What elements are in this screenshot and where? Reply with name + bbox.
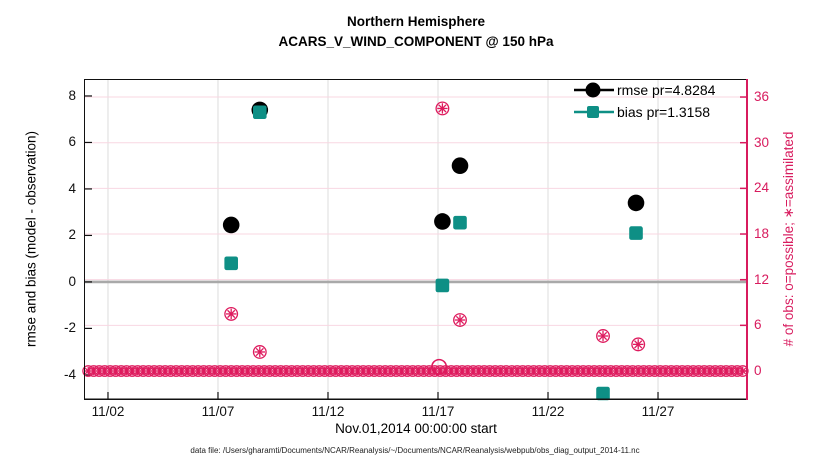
y-tick-label-right: 12 — [754, 271, 770, 287]
bias-marker — [629, 226, 643, 240]
legend: rmse pr=4.8284 bias pr=1.3158 — [574, 79, 715, 123]
obs-count-marker — [255, 347, 264, 357]
x-tick-label: 11/22 — [531, 404, 565, 419]
obs-count-marker — [455, 315, 465, 325]
obs-count-marker — [453, 313, 467, 327]
bias-marker — [453, 215, 467, 230]
bias-marker — [596, 386, 610, 401]
obs-zero-band-marker — [739, 367, 747, 375]
obs-zero-band-marker — [736, 365, 749, 377]
bias-marker — [435, 278, 450, 293]
obs-count-marker — [631, 337, 646, 352]
filled-square-icon — [574, 106, 614, 118]
rmse-marker — [627, 194, 645, 212]
y-tick-label-left: 4 — [68, 180, 76, 196]
y-tick-label-left: 2 — [68, 227, 76, 243]
chart-title-line2: ACARS_V_WIND_COMPONENT @ 150 hPa — [278, 34, 554, 49]
rmse-marker — [222, 216, 240, 234]
bias-marker — [224, 256, 238, 271]
y-tick-label-right: 0 — [754, 363, 762, 378]
obs-count-marker — [227, 309, 236, 319]
plot-area — [82, 79, 749, 401]
obs-count-marker — [596, 329, 610, 343]
obs-count-marker — [598, 331, 608, 341]
rmse-marker — [451, 157, 469, 175]
bias-marker — [252, 105, 267, 120]
data-file-caption: data file: /Users/gharamti/Documents/NCA… — [190, 446, 640, 455]
y-tick-label-left: 6 — [68, 134, 76, 150]
y-tick-label-left: -2 — [63, 320, 76, 336]
chart-title-line1: Northern Hemisphere — [346, 14, 486, 29]
legend-item-bias: bias pr=1.3158 — [574, 101, 715, 123]
legend-label: bias pr=1.3158 — [617, 104, 711, 120]
chart-title: Northern Hemisphere ACARS_V_WIND_COMPONE… — [84, 12, 748, 52]
x-tick-label: 11/12 — [311, 404, 345, 419]
y-tick-label-left: 8 — [68, 87, 76, 103]
y-tick-label-left: 0 — [68, 273, 76, 289]
obs-count-marker — [224, 306, 239, 321]
legend-label: rmse pr=4.8284 — [617, 82, 716, 98]
obs-count-marker — [252, 345, 267, 359]
obs-count-marker — [634, 340, 643, 349]
legend-item-rmse: rmse pr=4.8284 — [574, 79, 715, 101]
obs-count-marker — [438, 104, 447, 113]
rmse-marker — [434, 213, 451, 230]
x-tick-label: 11/02 — [91, 404, 125, 419]
plot-canvas — [82, 79, 749, 401]
obs-count-marker — [435, 101, 450, 116]
y-tick-label-right: 24 — [754, 180, 770, 196]
y-tick-label-right: 6 — [754, 317, 762, 333]
x-tick-label: 11/27 — [641, 404, 675, 419]
y-tick-label-right: 18 — [754, 226, 770, 242]
y-tick-label-left: -4 — [63, 366, 76, 382]
x-tick-label: 11/17 — [421, 404, 455, 419]
x-axis-label: Nov.01,2014 00:00:00 start — [335, 421, 497, 436]
x-tick-label: 11/07 — [201, 404, 235, 419]
y-tick-label-right: 36 — [754, 89, 770, 105]
y-tick-label-right: 30 — [754, 134, 770, 150]
filled-circle-icon — [574, 82, 614, 98]
